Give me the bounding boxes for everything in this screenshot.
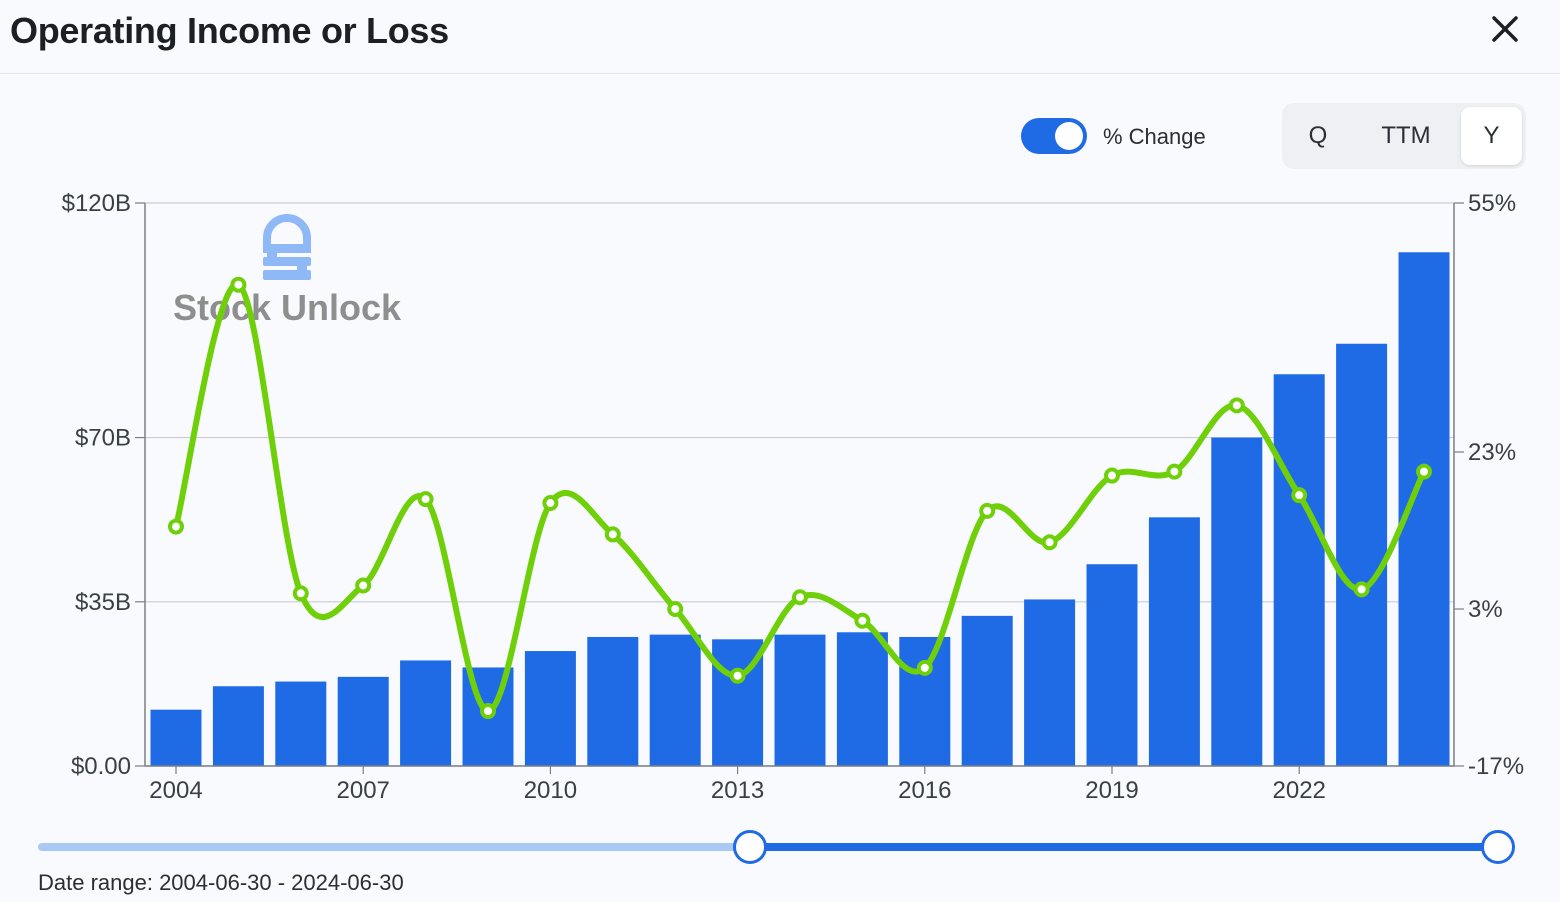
bar[interactable] (150, 709, 202, 766)
period-y-button[interactable]: Y (1461, 107, 1522, 165)
range-slider-end-handle[interactable] (1481, 830, 1515, 864)
period-ttm-button[interactable]: TTM (1381, 122, 1431, 149)
line-series (168, 276, 1432, 720)
bar[interactable] (400, 660, 452, 766)
bar[interactable] (1336, 343, 1388, 766)
x-tick-label: 2022 (1273, 777, 1326, 804)
bar[interactable] (1024, 599, 1076, 766)
x-tick-label: 2013 (711, 777, 764, 804)
line-point[interactable] (230, 276, 247, 293)
bar[interactable] (774, 634, 826, 766)
y-left-tick-label: $70B (75, 425, 131, 452)
stock-unlock-logo-icon (263, 214, 311, 280)
y-right-tick-label: 23% (1468, 439, 1516, 466)
y-left-tick-label: $120B (62, 190, 131, 217)
line-point[interactable] (854, 612, 871, 629)
line-point[interactable] (1166, 463, 1183, 480)
bar[interactable] (1211, 437, 1263, 766)
line-point[interactable] (480, 703, 496, 720)
range-slider-selected (750, 843, 1498, 851)
x-tick-label: 2010 (524, 777, 577, 804)
page-title: Operating Income or Loss (10, 10, 449, 51)
line-point[interactable] (417, 491, 434, 508)
line-point[interactable] (1041, 534, 1058, 551)
y-right-tick-label: 55% (1468, 190, 1516, 217)
close-icon (1492, 16, 1518, 42)
line-point[interactable] (792, 589, 808, 606)
toggle-knob (1055, 122, 1083, 150)
y-right-tick-label: 3% (1468, 596, 1503, 623)
y-left-tick-label: $35B (75, 589, 131, 616)
y-right-tick-label: -17% (1468, 753, 1524, 780)
watermark: Stock Unlock (173, 214, 402, 328)
close-button[interactable] (1484, 10, 1526, 52)
line-point[interactable] (916, 659, 933, 676)
line-point[interactable] (292, 585, 309, 602)
line-point[interactable] (168, 518, 184, 535)
line-point[interactable] (542, 495, 559, 512)
bar[interactable] (961, 615, 1013, 766)
modal-header: Operating Income or Loss (0, 0, 1560, 74)
bar[interactable] (1086, 564, 1138, 766)
bar[interactable] (649, 634, 701, 766)
bar[interactable] (275, 681, 327, 766)
bar[interactable] (337, 676, 389, 766)
line-point[interactable] (1228, 397, 1245, 414)
bar[interactable] (836, 632, 888, 766)
line-point[interactable] (667, 601, 684, 617)
line-point[interactable] (1291, 487, 1308, 504)
bar[interactable] (1148, 517, 1200, 766)
line-point[interactable] (729, 667, 746, 684)
bar[interactable] (899, 636, 951, 766)
range-slider-track[interactable] (38, 843, 750, 851)
period-q-button[interactable]: Q (1308, 122, 1328, 149)
line-point[interactable] (979, 502, 996, 519)
x-tick-label: 2019 (1085, 777, 1138, 804)
percent-change-label: % Change (1103, 124, 1206, 149)
x-tick-label: 2004 (149, 777, 202, 804)
watermark-text: Stock Unlock (173, 287, 402, 328)
bar[interactable] (587, 636, 639, 766)
x-tick-label: 2007 (337, 777, 390, 804)
line-point[interactable] (355, 577, 372, 594)
bar[interactable] (524, 651, 576, 766)
bar[interactable] (1273, 374, 1325, 766)
y-left-tick-label: $0.00 (71, 753, 131, 780)
percent-change-toggle[interactable] (1021, 118, 1087, 154)
range-slider-start-handle[interactable] (733, 830, 767, 864)
date-range-label: Date range: 2004-06-30 - 2024-06-30 (38, 870, 404, 895)
line-point[interactable] (1104, 467, 1120, 484)
x-tick-label: 2016 (898, 777, 951, 804)
bar-series (150, 252, 1450, 766)
line-point[interactable] (604, 526, 621, 543)
bar[interactable] (212, 686, 264, 766)
line-point[interactable] (1353, 581, 1370, 598)
period-selector: Q TTM Y (1282, 103, 1526, 169)
axes: $0.00 $35B $70B $120B -17% 3% 23% 55% 2004 2007 20… (62, 190, 1524, 804)
line-point[interactable] (1416, 463, 1432, 480)
